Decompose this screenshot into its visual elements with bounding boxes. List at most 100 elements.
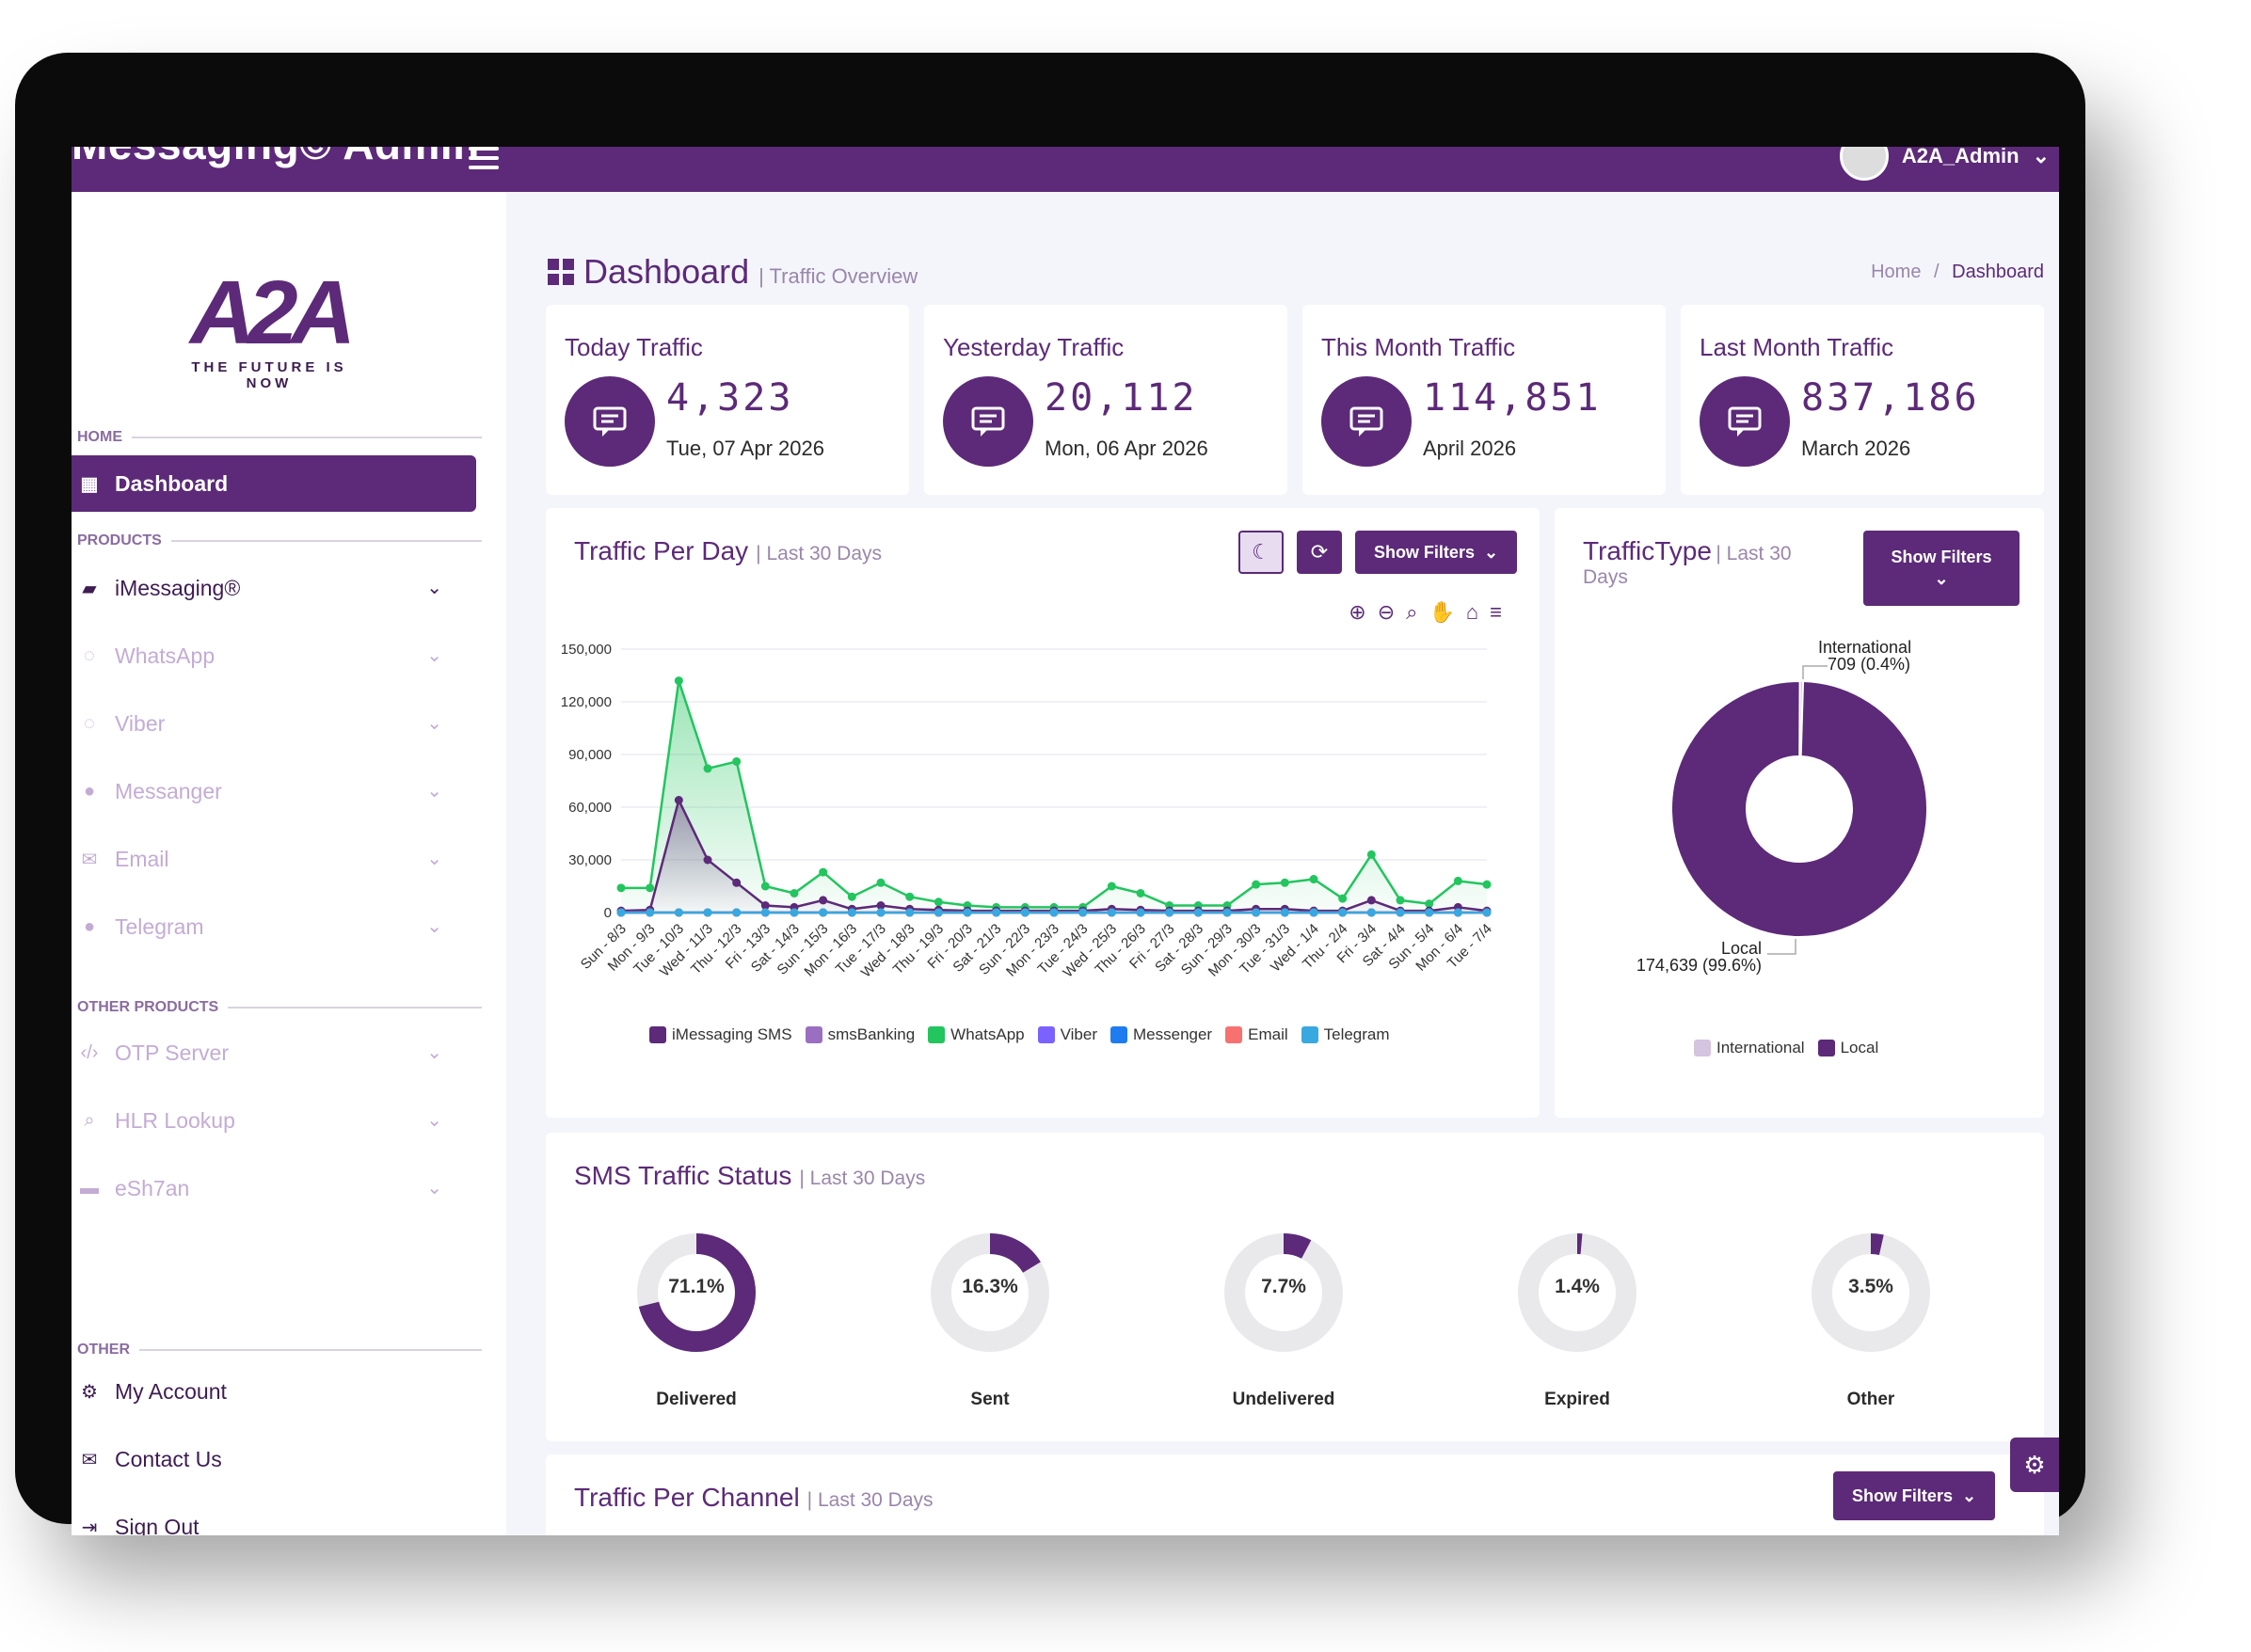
data-label: Local (1721, 939, 1762, 958)
chart-toolbar: ⊕ ⊖ ⌕ ✋ ⌂ ≡ (1349, 600, 1502, 625)
legend-item[interactable]: iMessaging SMS (649, 1025, 792, 1044)
sidebar-item-my-account[interactable]: ⚙ My Account (72, 1362, 476, 1421)
home-icon[interactable]: ⌂ (1465, 600, 1479, 624)
sidebar-item-viber[interactable]: ◌ Viber ⌄ (72, 694, 476, 753)
card-title: Traffic Per Day (574, 536, 749, 565)
legend-swatch (1110, 1026, 1127, 1043)
breadcrumb-current: Dashboard (1952, 262, 2044, 282)
donut-chart (637, 1233, 756, 1352)
data-point (1078, 908, 1088, 917)
sidebar-item-hlr-lookup[interactable]: ⌕ HLR Lookup ⌄ (72, 1091, 476, 1150)
sidebar-item-telegram[interactable]: ● Telegram ⌄ (72, 897, 476, 956)
legend-item[interactable]: smsBanking (805, 1025, 915, 1044)
sidebar-item-imessaging[interactable]: ▰ iMessaging® ⌄ (72, 559, 476, 617)
status-donut: 1.4% Expired (1511, 1227, 1643, 1410)
sidebar-item-esh7an[interactable]: ▬ eSh7an ⌄ (72, 1159, 476, 1217)
sidebar: A2A THE FUTURE IS NOW HOME ▦ Dashboard P… (72, 192, 506, 1535)
data-point (1107, 908, 1116, 917)
stat-title: Last Month Traffic (1700, 333, 1894, 361)
show-filters-button[interactable]: Show Filters ⌄ (1355, 531, 1517, 574)
donut-value (637, 1233, 756, 1352)
sidebar-item-email[interactable]: ✉ Email ⌄ (72, 830, 476, 888)
settings-button[interactable]: ⚙ (2010, 1438, 2059, 1492)
donut-value (1518, 1233, 1636, 1352)
donut-value (931, 1233, 1049, 1352)
card-header: Traffic Per Day | Last 30 Days (574, 536, 882, 566)
data-point (1049, 908, 1059, 917)
card-header: Traffic Per Channel | Last 30 Days (574, 1483, 934, 1513)
sidebar-item-dashboard[interactable]: ▦ Dashboard (72, 455, 476, 512)
legend-label: Telegram (1323, 1025, 1390, 1043)
menu-icon[interactable]: ≡ (1490, 600, 1502, 624)
data-point (1366, 850, 1376, 859)
y-tick-label: 90,000 (568, 747, 612, 763)
dark-mode-button[interactable]: ☾ (1238, 531, 1284, 574)
section-label-other: OTHER (77, 1342, 482, 1358)
legend-swatch (649, 1026, 666, 1043)
data-point (1366, 896, 1376, 905)
sidebar-item-sign-out[interactable]: ⇥ Sign Out (72, 1498, 476, 1536)
zoom-out-icon[interactable]: ⊖ (1377, 600, 1396, 624)
data-point (1338, 894, 1348, 903)
legend-swatch (805, 1026, 822, 1043)
y-tick-label: 30,000 (568, 852, 612, 868)
legend-item[interactable]: Telegram (1301, 1025, 1390, 1044)
show-filters-button[interactable]: Show Filters ⌄ (1833, 1471, 1995, 1520)
data-point (1136, 908, 1145, 917)
legend-item[interactable]: International (1694, 1039, 1805, 1057)
data-point (674, 796, 683, 805)
chart-legend: iMessaging SMS smsBanking WhatsApp Viber Mes… (649, 1025, 1390, 1044)
zoom-in-icon[interactable]: ⊕ (1349, 600, 1366, 624)
donut-value (1224, 1233, 1343, 1352)
data-label: International (1818, 638, 1911, 657)
refresh-button[interactable]: ⟳ (1297, 531, 1342, 574)
sidebar-item-otp-server[interactable]: ‹/› OTP Server ⌄ (72, 1024, 476, 1082)
sidebar-item-label: Email (115, 846, 169, 871)
legend-item[interactable]: Local (1817, 1039, 1878, 1057)
dashboard-icon (548, 259, 574, 285)
stat-sub: Tue, 07 Apr 2026 (666, 437, 824, 460)
chevron-down-icon: ⌄ (426, 1042, 442, 1063)
sidebar-item-messanger[interactable]: ● Messanger ⌄ (72, 762, 476, 820)
sidebar-item-label: Telegram (115, 913, 204, 939)
menu-toggle-icon[interactable] (469, 147, 499, 169)
donut-percent: 3.5% (1848, 1276, 1893, 1297)
status-donut: 71.1% Delivered (631, 1227, 762, 1410)
stat-value: 20,112 (1045, 376, 1198, 420)
pan-icon[interactable]: ✋ (1429, 600, 1455, 624)
stat-card-today: Today Traffic 4,323 Tue, 07 Apr 2026 (546, 305, 909, 495)
sidebar-item-contact-us[interactable]: ✉ Contact Us (72, 1430, 476, 1488)
breadcrumb-separator: / (1934, 262, 1940, 282)
avatar (1839, 147, 1889, 181)
search-icon[interactable]: ⌕ (1406, 600, 1418, 624)
legend-item[interactable]: WhatsApp (928, 1025, 1025, 1044)
user-menu[interactable]: A2A_Admin ⌄ (1839, 147, 2059, 181)
data-point (674, 676, 683, 686)
traffic-type-card: TrafficType | Last 30 Days Show Filters … (1555, 508, 2044, 1118)
chevron-down-icon: ⌄ (426, 1110, 442, 1131)
donut-chart (1518, 1233, 1636, 1352)
data-point (1425, 908, 1434, 917)
data-label: 174,639 (99.6%) (1636, 956, 1762, 975)
logo: A2A THE FUTURE IS NOW (175, 268, 363, 392)
breadcrumb-home[interactable]: Home (1871, 262, 1922, 282)
donut-label: Undelivered (1232, 1390, 1335, 1409)
show-filters-button[interactable]: Show Filters ⌄ (1863, 531, 2020, 606)
data-point (819, 867, 828, 877)
legend-item[interactable]: Email (1225, 1025, 1288, 1044)
viber-icon: ◌ (84, 712, 95, 734)
legend-item[interactable]: Messenger (1110, 1025, 1212, 1044)
data-point (905, 892, 915, 901)
data-point (1280, 878, 1289, 887)
traffic-per-channel-card: Traffic Per Channel | Last 30 Days Show … (546, 1454, 2044, 1535)
grid-icon: ▦ (80, 473, 99, 495)
data-point (819, 908, 828, 917)
chevron-down-icon: ⌄ (426, 578, 442, 598)
sidebar-item-whatsapp[interactable]: ◌ WhatsApp ⌄ (72, 627, 476, 685)
legend-swatch (928, 1026, 946, 1043)
sidebar-item-label: WhatsApp (115, 643, 216, 668)
chevron-down-icon: ⌄ (426, 713, 442, 734)
legend-item[interactable]: Viber (1037, 1025, 1097, 1044)
legend-label: iMessaging SMS (672, 1025, 792, 1043)
data-point (992, 908, 1001, 917)
